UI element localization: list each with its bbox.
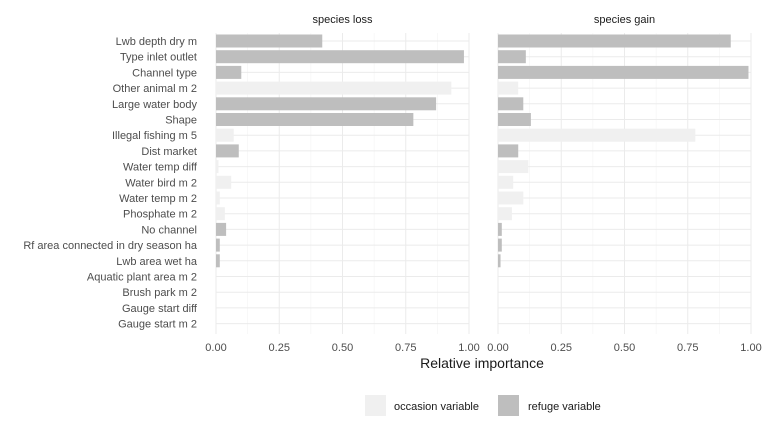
bar-lwb-area-wet-ha [498, 254, 501, 268]
bar-dist-market [498, 144, 519, 158]
bar-rf-area-connected-in-dry-season-ha [216, 238, 220, 252]
y-tick-label: Other animal m 2 [113, 83, 197, 95]
y-tick-label: Brush park m 2 [122, 287, 197, 299]
y-tick-label: Dist market [141, 146, 197, 158]
y-tick-label: Large water body [112, 99, 197, 111]
bar-shape [498, 113, 531, 126]
x-tick-label: 1.00 [740, 342, 761, 354]
y-tick-label: Gauge start m 2 [118, 319, 197, 331]
y-tick-label: Phosphate m 2 [123, 209, 197, 221]
bar-lwb-depth-dry-m [498, 34, 731, 48]
x-tick-label: 0.75 [677, 342, 698, 354]
y-tick-label: Lwb depth dry m [116, 36, 197, 48]
legend-swatch-occasion [365, 395, 386, 416]
y-tick-label: Shape [165, 115, 197, 127]
bar-shape [216, 113, 414, 126]
legend-label-refuge: refuge variable [528, 401, 601, 413]
bar-channel-type [498, 65, 749, 79]
bar-large-water-body [498, 97, 524, 111]
y-tick-label: Channel type [132, 67, 197, 79]
y-tick-label: Water temp diff [123, 162, 198, 174]
panel-title: species gain [594, 14, 655, 26]
legend: occasion variable refuge variable [365, 395, 601, 416]
bar-dist-market [216, 144, 239, 158]
x-tick-label: 0.75 [395, 342, 416, 354]
panel-species-loss: species loss 0.00 0.25 0.50 0.75 1.00 [205, 14, 479, 354]
legend-label-occasion: occasion variable [394, 401, 479, 413]
bar-other-animal-m-2 [216, 81, 452, 95]
bar-water-temp-diff [216, 160, 219, 174]
panel-title: species loss [313, 14, 373, 26]
bar-water-temp-diff [498, 160, 529, 174]
panel-species-gain: species gain 0.00 0.25 0.50 0.75 1.00 [487, 14, 761, 354]
y-tick-label: Aquatic plant area m 2 [87, 272, 197, 284]
y-tick-label: No channel [141, 224, 197, 236]
x-tick-label: 1.00 [458, 342, 479, 354]
y-tick-label: Illegal fishing m 5 [112, 130, 197, 142]
x-axis-title: Relative importance [420, 355, 544, 371]
bar-other-animal-m-2 [498, 81, 519, 95]
bar-water-temp-m-2 [216, 191, 220, 205]
bar-large-water-body [216, 97, 437, 111]
bar-type-inlet-outlet [498, 50, 526, 64]
bar-rf-area-connected-in-dry-season-ha [498, 238, 502, 252]
bar-phosphate-m-2 [216, 207, 225, 221]
bar-no-channel [216, 222, 227, 236]
bar-lwb-area-wet-ha [216, 254, 220, 268]
x-tick-label: 0.50 [614, 342, 635, 354]
x-tick-label: 0.00 [487, 342, 508, 354]
bar-water-bird-m-2 [216, 175, 232, 189]
bar-type-inlet-outlet [216, 50, 464, 64]
bar-channel-type [216, 65, 242, 79]
bar-illegal-fishing-m-5 [498, 128, 696, 142]
y-tick-label: Water bird m 2 [125, 177, 197, 189]
y-tick-label: Type inlet outlet [120, 52, 197, 64]
y-tick-label: Lwb area wet ha [116, 256, 198, 268]
bar-water-temp-m-2 [498, 191, 524, 205]
bar-water-bird-m-2 [498, 175, 514, 189]
x-tick-label: 0.00 [205, 342, 226, 354]
bar-no-channel [498, 222, 502, 236]
legend-swatch-refuge [498, 395, 519, 416]
bar-phosphate-m-2 [498, 207, 512, 221]
bar-illegal-fishing-m-5 [216, 128, 234, 142]
y-tick-label: Water temp m 2 [119, 193, 197, 205]
y-tick-label: Gauge start diff [122, 303, 198, 315]
bar-lwb-depth-dry-m [216, 34, 323, 48]
x-tick-label: 0.50 [332, 342, 353, 354]
x-tick-label: 0.25 [551, 342, 572, 354]
x-tick-label: 0.25 [269, 342, 290, 354]
y-tick-label: Rf area connected in dry season ha [23, 240, 198, 252]
